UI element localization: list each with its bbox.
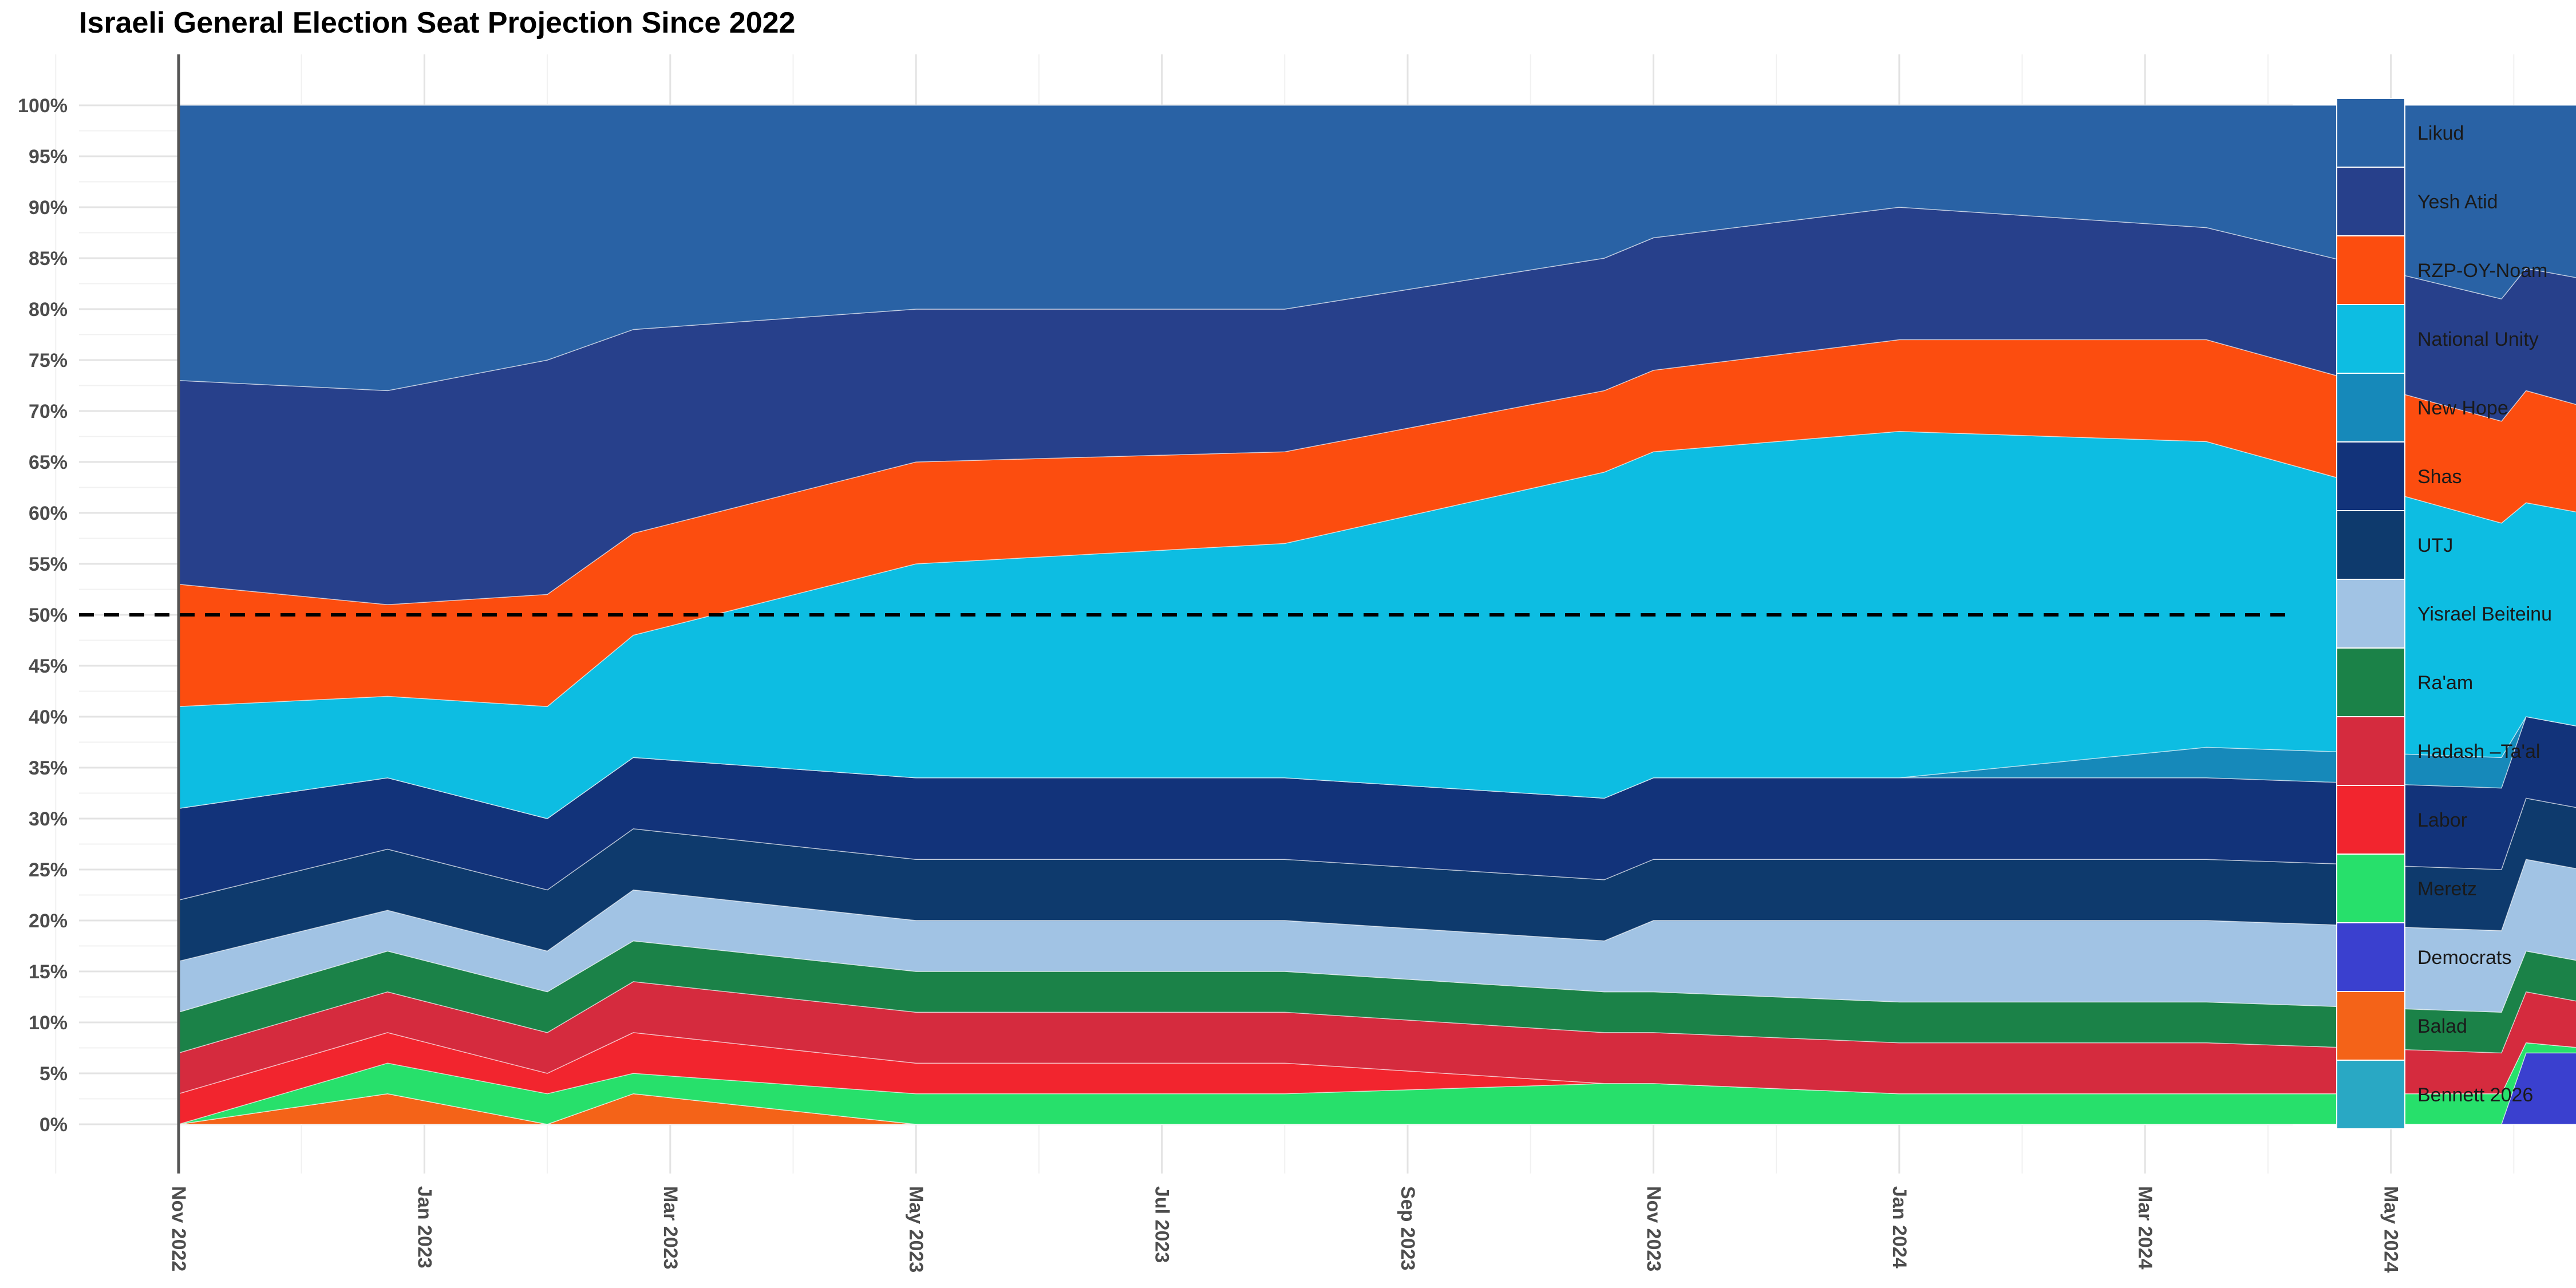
x-tick-label: Jan 2023 bbox=[413, 1186, 435, 1269]
legend-item-yesh-atid: Yesh Atid bbox=[2336, 167, 2498, 236]
y-tick-label: 35% bbox=[29, 757, 68, 779]
y-tick-label: 10% bbox=[29, 1012, 68, 1034]
x-tick-label: Nov 2022 bbox=[168, 1186, 189, 1271]
legend-item-meretz: Meretz bbox=[2336, 854, 2477, 923]
legend-label: Shas bbox=[2417, 466, 2462, 488]
legend-swatch bbox=[2336, 716, 2405, 786]
y-tick-label: 60% bbox=[29, 503, 68, 524]
legend-swatch bbox=[2336, 373, 2405, 442]
legend-swatch bbox=[2336, 579, 2405, 649]
legend-item-ra-am: Ra'am bbox=[2336, 647, 2473, 717]
y-tick-label: 85% bbox=[29, 248, 68, 270]
x-tick-label: Jul 2023 bbox=[1151, 1186, 1173, 1263]
legend-swatch bbox=[2336, 98, 2405, 168]
legend-label: Yesh Atid bbox=[2417, 191, 2498, 213]
legend: Likud Yesh Atid RZP-OY-Noam National Unity N… bbox=[2336, 98, 2552, 1129]
legend-swatch bbox=[2336, 304, 2405, 374]
x-tick-label: May 2024 bbox=[2380, 1186, 2402, 1273]
legend-label: New Hope bbox=[2417, 397, 2508, 419]
legend-item-utj: UTJ bbox=[2336, 510, 2453, 580]
legend-swatch bbox=[2336, 854, 2405, 923]
y-tick-label: 0% bbox=[39, 1114, 68, 1136]
y-tick-label: 65% bbox=[29, 452, 68, 473]
y-tick-label: 45% bbox=[29, 655, 68, 677]
x-tick-label: Mar 2023 bbox=[659, 1186, 681, 1270]
legend-label: National Unity bbox=[2417, 329, 2539, 350]
y-tick-label: 90% bbox=[29, 197, 68, 219]
legend-label: Bennett 2026 bbox=[2417, 1084, 2533, 1106]
legend-swatch bbox=[2336, 167, 2405, 236]
x-tick-label: May 2023 bbox=[905, 1186, 927, 1273]
y-tick-label: 100% bbox=[18, 95, 68, 117]
legend-swatch bbox=[2336, 991, 2405, 1061]
y-tick-label: 55% bbox=[29, 554, 68, 575]
legend-label: Hadash –Ta'al bbox=[2417, 741, 2540, 762]
y-tick-label: 50% bbox=[29, 605, 68, 626]
legend-label: Meretz bbox=[2417, 878, 2477, 900]
legend-label: Yisrael Beiteinu bbox=[2417, 603, 2552, 625]
legend-item-democrats: Democrats bbox=[2336, 922, 2511, 992]
legend-swatch bbox=[2336, 235, 2405, 305]
y-tick-label: 75% bbox=[29, 350, 68, 372]
chart-title: Israeli General Election Seat Projection… bbox=[79, 6, 795, 39]
legend-swatch bbox=[2336, 1060, 2405, 1129]
legend-item-shas: Shas bbox=[2336, 441, 2462, 511]
legend-item-hadash-ta-al: Hadash –Ta'al bbox=[2336, 716, 2540, 786]
y-tick-label: 95% bbox=[29, 146, 68, 168]
legend-label: RZP-OY-Noam bbox=[2417, 260, 2547, 282]
legend-label: Balad bbox=[2417, 1016, 2467, 1037]
x-tick-label: Sep 2023 bbox=[1397, 1186, 1419, 1270]
legend-label: Ra'am bbox=[2417, 672, 2473, 694]
legend-label: Democrats bbox=[2417, 947, 2511, 969]
x-axis: Nov 2022 Jan 2023 Mar 2023 May 2023 Jul 2023… bbox=[168, 1186, 2402, 1273]
y-tick-label: 25% bbox=[29, 859, 68, 881]
legend-swatch bbox=[2336, 441, 2405, 511]
legend-swatch bbox=[2336, 510, 2405, 580]
y-tick-label: 20% bbox=[29, 910, 68, 932]
legend-item-bennett-2026: Bennett 2026 bbox=[2336, 1060, 2533, 1129]
y-tick-label: 15% bbox=[29, 961, 68, 983]
x-tick-label: Mar 2024 bbox=[2134, 1186, 2156, 1270]
x-tick-label: Nov 2023 bbox=[1642, 1186, 1664, 1271]
y-tick-label: 70% bbox=[29, 401, 68, 422]
y-tick-label: 30% bbox=[29, 808, 68, 830]
x-tick-label: Jan 2024 bbox=[1888, 1186, 1910, 1269]
legend-swatch bbox=[2336, 785, 2405, 855]
legend-label: UTJ bbox=[2417, 535, 2453, 556]
legend-item-new-hope: New Hope bbox=[2336, 373, 2508, 442]
legend-item-balad: Balad bbox=[2336, 991, 2467, 1061]
stacked-areas bbox=[178, 105, 2576, 1125]
y-tick-label: 5% bbox=[39, 1063, 68, 1085]
y-axis: 0% 5% 10% 15% 20% 25% 30% 35% 40% 45% 50% 55% 60% 65%… bbox=[18, 95, 68, 1136]
legend-swatch bbox=[2336, 647, 2405, 717]
legend-label: Likud bbox=[2417, 123, 2464, 144]
y-tick-label: 40% bbox=[29, 706, 68, 728]
legend-label: Labor bbox=[2417, 809, 2467, 831]
y-tick-label: 80% bbox=[29, 299, 68, 321]
legend-swatch bbox=[2336, 922, 2405, 992]
legend-item-likud: Likud bbox=[2336, 98, 2464, 168]
area-likud bbox=[178, 105, 2576, 392]
